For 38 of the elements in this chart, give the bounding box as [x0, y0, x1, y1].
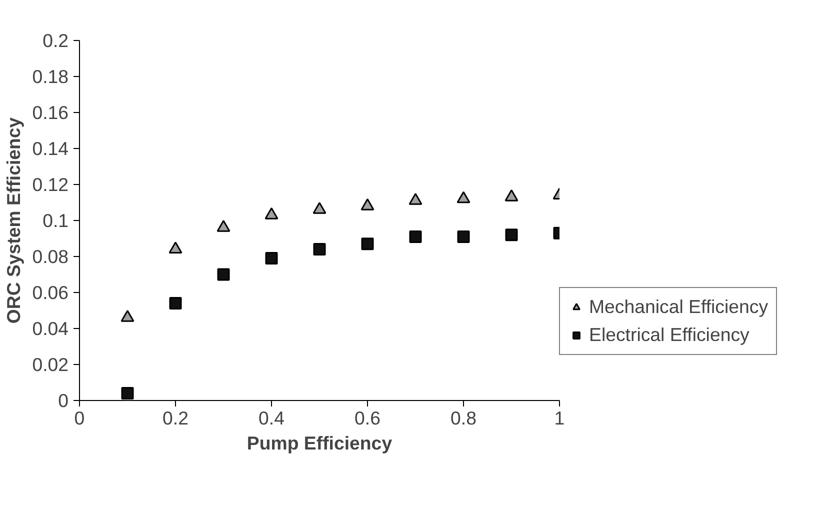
- x-tick-label: 0.6: [354, 408, 380, 428]
- y-tick-label: 0.08: [32, 246, 68, 267]
- y-tick-label: 0.04: [32, 318, 68, 339]
- legend-label: Mechanical Efficiency: [589, 296, 768, 318]
- point: [408, 193, 422, 205]
- legend-label: Electrical Efficiency: [589, 324, 750, 346]
- point: [121, 387, 134, 400]
- y-tick-label: 0.12: [32, 174, 68, 195]
- point: [504, 189, 518, 202]
- y-tick-label: 0: [58, 390, 69, 411]
- y-tick-label: 0.06: [32, 282, 68, 303]
- x-tick-label: 0: [74, 408, 85, 428]
- y-tick-label: 0.14: [32, 138, 68, 159]
- point: [216, 220, 230, 232]
- y-tick-label: 0.02: [32, 354, 68, 375]
- point: [264, 207, 278, 220]
- point: [217, 268, 230, 281]
- point: [360, 198, 374, 210]
- y-tick-label: 0.16: [32, 102, 68, 123]
- point: [169, 297, 182, 310]
- y-tick-label: 0.18: [32, 66, 68, 87]
- x-tick-label: 0.8: [450, 408, 476, 428]
- point: [265, 252, 278, 265]
- point: [409, 230, 422, 243]
- y-axis-title: ORC System Efficiency: [3, 116, 24, 324]
- x-tick-label: 1: [554, 408, 565, 428]
- y-tick-label: 0.2: [42, 30, 69, 51]
- point: [312, 202, 326, 214]
- point: [457, 230, 470, 243]
- x-tick-label: 0.4: [258, 408, 284, 428]
- x-axis-title: Pump Efficiency: [246, 432, 393, 454]
- x-tick-label: 0.2: [162, 408, 188, 428]
- y-tick-label: 0.1: [42, 210, 69, 231]
- point: [505, 228, 518, 242]
- point: [168, 242, 182, 254]
- point: [361, 238, 374, 250]
- point: [456, 191, 470, 204]
- point: [313, 243, 326, 256]
